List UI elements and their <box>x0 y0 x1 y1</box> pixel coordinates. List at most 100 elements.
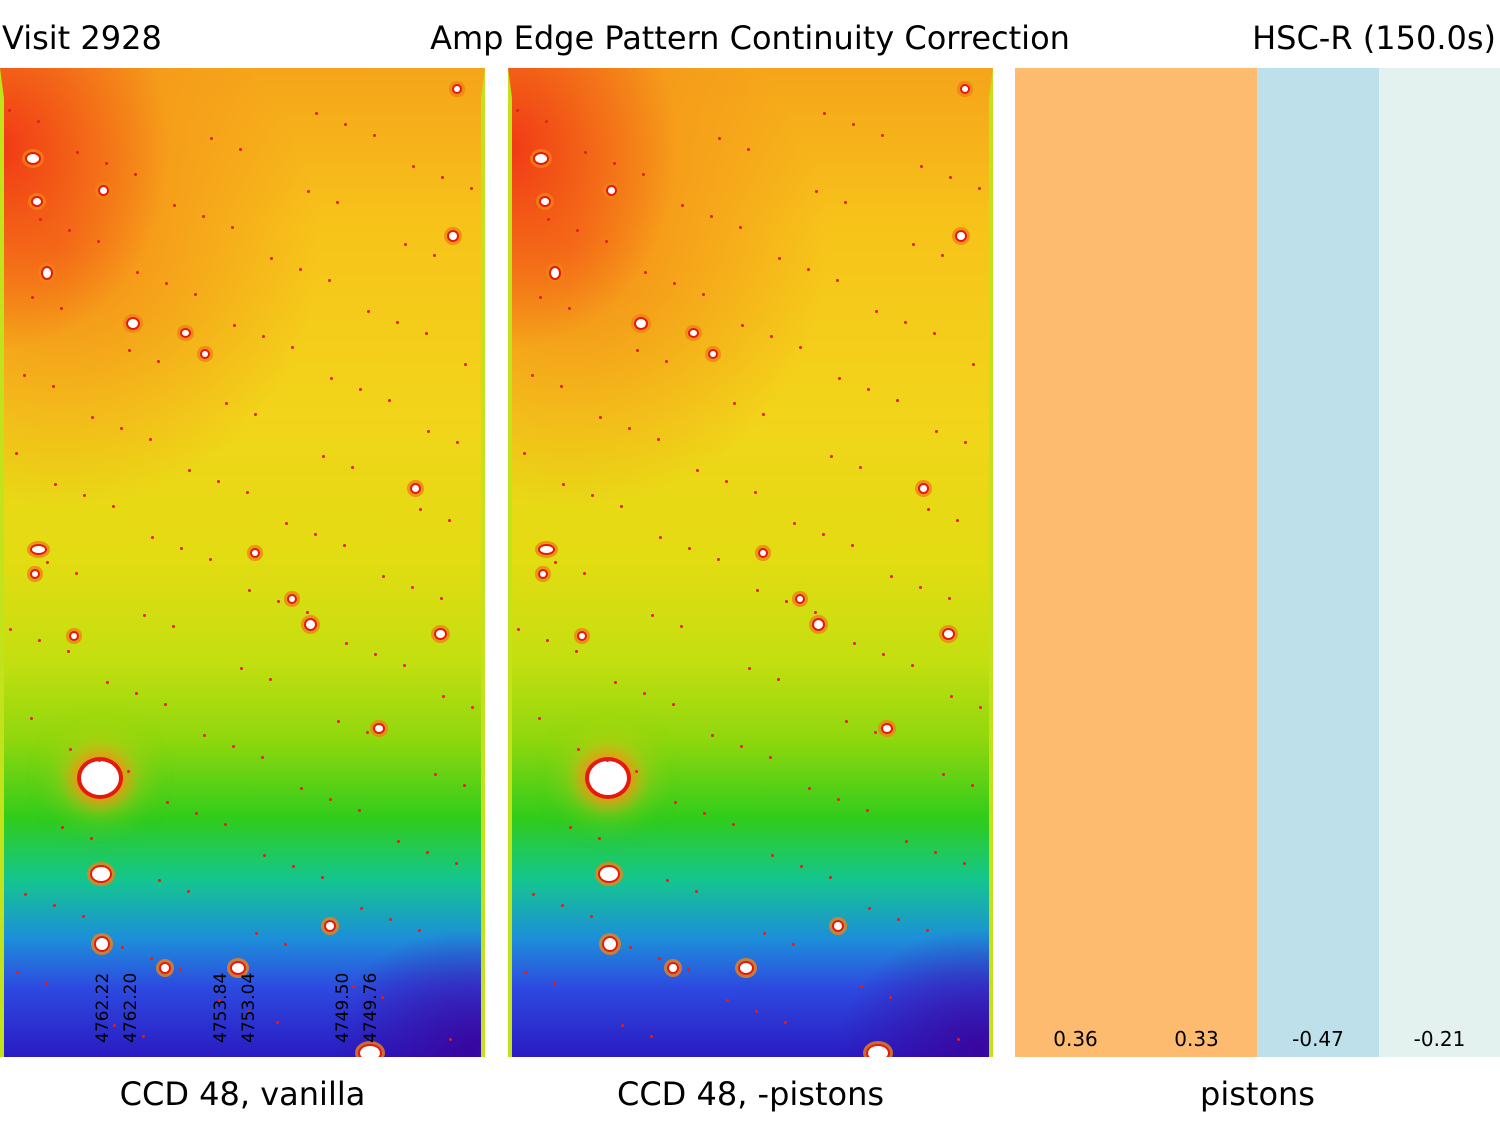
noise-speck <box>554 561 557 564</box>
noise-speck <box>560 385 563 388</box>
star-source <box>92 867 110 881</box>
noise-speck <box>524 971 527 974</box>
noise-speck <box>771 854 774 857</box>
noise-speck <box>614 681 617 684</box>
amp-edge-value: 4749.76 <box>361 972 381 1043</box>
noise-speck <box>411 586 414 589</box>
piston-value: -0.47 <box>1292 1027 1344 1051</box>
noise-speck <box>240 667 243 670</box>
noise-speck <box>799 346 802 349</box>
noise-speck <box>920 165 923 168</box>
noise-speck <box>396 321 399 324</box>
noise-speck <box>45 982 48 985</box>
star-source <box>943 630 953 638</box>
amp-edge-value: 4753.84 <box>211 972 231 1043</box>
noise-speck <box>276 1021 279 1024</box>
star-source <box>604 938 616 950</box>
noise-speck <box>39 218 42 221</box>
noise-speck <box>747 148 750 151</box>
noise-speck <box>442 695 445 698</box>
star-source <box>360 1046 380 1057</box>
noise-speck <box>777 678 780 681</box>
star-source <box>579 633 585 639</box>
noise-speck <box>425 332 428 335</box>
noise-speck <box>91 416 94 419</box>
noise-speck <box>31 296 34 299</box>
noise-speck <box>440 597 443 600</box>
noise-speck <box>471 706 474 709</box>
noise-speck <box>658 957 661 960</box>
noise-speck <box>688 547 691 550</box>
noise-speck <box>674 801 677 804</box>
noise-speck <box>291 346 294 349</box>
noise-speck <box>963 862 966 865</box>
noise-speck <box>568 307 571 310</box>
noise-speck <box>897 918 900 921</box>
noise-speck <box>866 809 869 812</box>
noise-speck <box>16 971 19 974</box>
noise-speck <box>246 491 249 494</box>
noise-speck <box>545 120 548 123</box>
noise-speck <box>754 491 757 494</box>
noise-speck <box>784 1021 787 1024</box>
noise-speck <box>941 254 944 257</box>
noise-speck <box>538 717 541 720</box>
noise-speck <box>314 533 317 536</box>
noise-speck <box>255 932 258 935</box>
noise-speck <box>343 544 346 547</box>
noise-speck <box>128 349 131 352</box>
noise-speck <box>808 787 811 790</box>
star-source <box>962 86 968 92</box>
noise-speck <box>345 642 348 645</box>
filter-exposure-label: HSC-R (150.0s) <box>1252 19 1496 57</box>
noise-speck <box>262 335 265 338</box>
caption-vanilla: CCD 48, vanilla <box>119 1075 366 1113</box>
noise-speck <box>532 893 535 896</box>
noise-speck <box>644 271 647 274</box>
star-source <box>71 633 77 639</box>
noise-speck <box>651 614 654 617</box>
noise-speck <box>702 293 705 296</box>
noise-speck <box>875 310 878 313</box>
noise-speck <box>756 589 759 592</box>
noise-speck <box>98 759 101 762</box>
piston-value: -0.21 <box>1413 1027 1466 1051</box>
noise-speck <box>433 254 436 257</box>
noise-speck <box>224 823 227 826</box>
noise-speck <box>270 257 273 260</box>
noise-speck <box>75 572 78 575</box>
noise-speck <box>979 706 982 709</box>
noise-speck <box>516 109 519 112</box>
star-source <box>31 545 45 553</box>
noise-speck <box>665 360 668 363</box>
noise-speck <box>971 784 974 787</box>
noise-speck <box>964 441 967 444</box>
star-source <box>957 232 965 240</box>
noise-speck <box>67 650 70 653</box>
amp-edge-label-group: 4753.84 4753.04 <box>211 933 273 1043</box>
star-source <box>710 351 716 357</box>
noise-speck <box>814 611 817 614</box>
star-source <box>539 545 553 553</box>
star-source <box>326 922 334 930</box>
noise-speck <box>628 427 631 430</box>
star-source <box>740 963 752 973</box>
noise-speck <box>321 876 324 879</box>
noise-speck <box>76 151 79 154</box>
noise-speck <box>359 388 362 391</box>
noise-speck <box>187 890 190 893</box>
noise-speck <box>948 597 951 600</box>
noise-speck <box>24 893 27 896</box>
star-source <box>535 153 547 163</box>
noise-speck <box>942 773 945 776</box>
noise-speck <box>681 204 684 207</box>
noise-speck <box>15 452 18 455</box>
noise-speck <box>52 385 55 388</box>
noise-speck <box>740 745 743 748</box>
noise-speck <box>620 505 623 508</box>
noise-speck <box>546 639 549 642</box>
noise-speck <box>539 296 542 299</box>
noise-speck <box>629 946 632 949</box>
star-source <box>27 153 39 163</box>
noise-speck <box>726 999 729 1002</box>
